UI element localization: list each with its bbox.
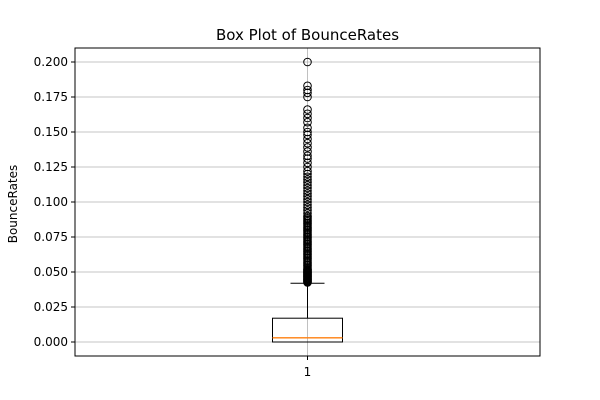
plot-area-frame: [74, 47, 541, 357]
outlier-point: [303, 117, 312, 127]
outlier-point: [303, 88, 312, 98]
outlier-point: [303, 189, 312, 198]
outlier-point: [303, 138, 312, 148]
outlier-point: [303, 211, 312, 221]
outlier-point: [303, 186, 312, 196]
outlier-point: [303, 172, 312, 182]
outlier-point: [303, 178, 312, 187]
outlier-point: [303, 151, 312, 161]
outlier-point: [303, 143, 312, 152]
y-tick-label: 0.000: [34, 335, 68, 349]
outlier-point: [303, 166, 312, 176]
y-tick-label: 0.025: [34, 300, 68, 314]
outlier-point: [303, 109, 312, 119]
outlier-point: [303, 200, 312, 210]
outlier-point: [303, 203, 312, 212]
y-tick-label: 0.175: [34, 90, 68, 104]
chart-title: Box Plot of BounceRates: [216, 26, 399, 44]
x-tick-label: 1: [304, 365, 312, 379]
outlier-point: [303, 92, 312, 102]
outlier-point: [303, 158, 312, 168]
outlier-point: [303, 113, 312, 123]
outlier-point: [303, 192, 312, 201]
y-tick-label: 0.075: [34, 230, 68, 244]
outlier-point: [303, 134, 312, 144]
outlier-point: [303, 147, 312, 156]
y-axis-label: BounceRates: [6, 165, 20, 244]
outlier-point: [303, 57, 312, 67]
y-axis-ticks: 0.000 0.025 0.050 0.075 0.100 0.125 0.150 0.175…: [34, 55, 75, 349]
outlier-point: [303, 183, 312, 193]
outlier-point: [303, 105, 312, 114]
y-tick-label: 0.100: [34, 195, 68, 209]
outlier-points: [303, 57, 312, 287]
y-tick-label: 0.200: [34, 55, 68, 69]
outlier-point: [303, 194, 312, 204]
y-tick-label: 0.125: [34, 160, 68, 174]
outlier-point: [303, 180, 312, 190]
outlier-point: [303, 169, 312, 179]
outlier-point: [303, 85, 312, 95]
outlier-point: [303, 127, 312, 137]
y-tick-label: 0.050: [34, 265, 68, 279]
outlier-point: [303, 154, 312, 163]
y-tick-label: 0.150: [34, 125, 68, 139]
outlier-point: [303, 123, 312, 133]
outlier-point: [303, 197, 312, 207]
x-axis-ticks: 1: [304, 356, 312, 379]
outlier-point: [303, 206, 312, 215]
outlier-point: [303, 208, 312, 218]
outlier-point: [303, 175, 312, 184]
outlier-point: [303, 130, 312, 140]
outlier-point: [303, 81, 312, 91]
box-plot-series: [272, 282, 343, 343]
outlier-point: [303, 162, 312, 172]
